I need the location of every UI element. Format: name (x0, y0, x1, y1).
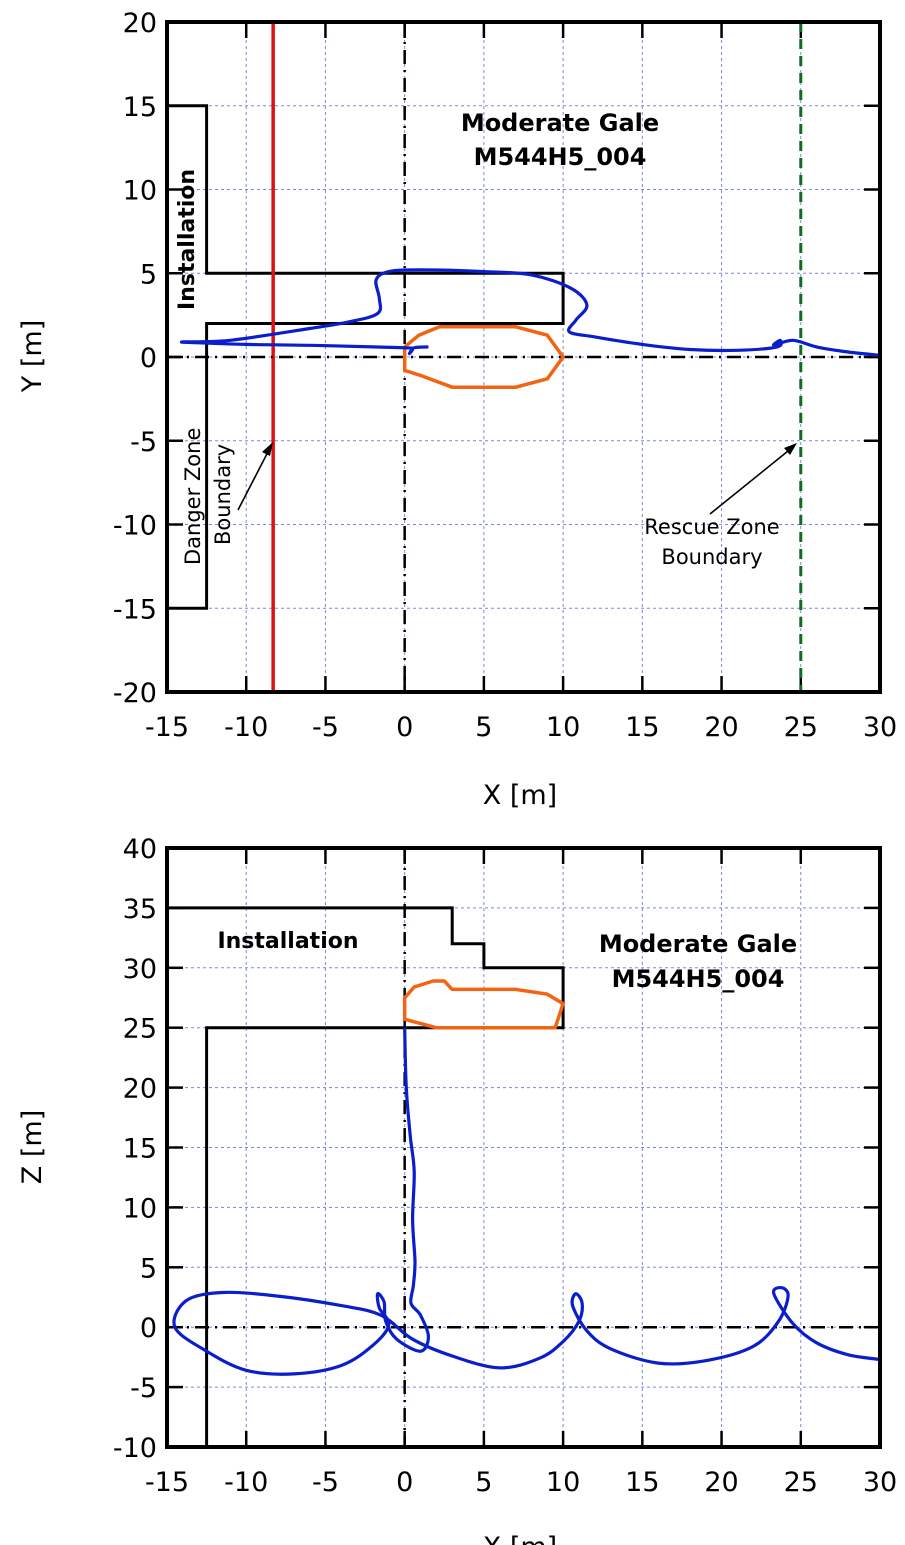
y-tick-label: 25 (123, 1014, 157, 1045)
xy-installation-outline (167, 104, 565, 610)
x-tick-label: 25 (784, 1467, 818, 1498)
xy-subtitle: M544H5_004 (474, 143, 647, 171)
x-tick-label: 20 (704, 712, 738, 743)
y-tick-label: 40 (123, 834, 157, 865)
y-tick-label: 15 (123, 92, 157, 123)
x-tick-label: -15 (145, 712, 189, 743)
xz-panel: -15 -10 -5 0 5 10 15 20 25 30-10-5051015202530354… (17, 834, 897, 1545)
rescue-zone-label-line1: Rescue Zone (644, 515, 779, 539)
xy-trajectory-line (179, 268, 881, 357)
x-tick-label: 30 (863, 712, 897, 743)
x-tick-label: 0 (396, 712, 413, 743)
x-tick-label: 5 (475, 1467, 492, 1498)
y-tick-label: -5 (130, 427, 157, 458)
x-tick-label: 15 (625, 1467, 659, 1498)
xz-lifeboat-outline (402, 979, 566, 1030)
xz-title: Moderate Gale (599, 930, 797, 958)
x-tick-label: 25 (784, 712, 818, 743)
danger-zone-label-line2: Boundary (211, 444, 235, 545)
xz-plot-frame (165, 846, 882, 1449)
y-tick-label: 5 (140, 1253, 157, 1284)
y-tick-label: 0 (140, 1313, 157, 1344)
y-tick-label: 35 (123, 894, 157, 925)
y-tick-label: 5 (140, 259, 157, 290)
x-tick-label: -10 (224, 1467, 268, 1498)
x-tick-label: 10 (546, 1467, 580, 1498)
x-tick-label: -15 (145, 1467, 189, 1498)
xz-subtitle: M544H5_004 (612, 965, 785, 993)
x-tick-label: 10 (546, 712, 580, 743)
xy-plot-frame (165, 20, 882, 694)
rescue-zone-arrow (709, 446, 794, 515)
xy-title: Moderate Gale (461, 109, 659, 137)
x-tick-label: 15 (625, 712, 659, 743)
y-tick-label: -10 (113, 1433, 157, 1464)
y-tick-label: 10 (123, 176, 157, 207)
xz-trajectory-line (172, 1027, 881, 1376)
xy-x-axis-label: X [m] (483, 780, 557, 811)
xz-x-axis-label: X [m] (483, 1532, 557, 1545)
y-tick-label: -20 (113, 678, 157, 709)
xy-lifeboat-outline (402, 325, 566, 389)
y-tick-label: -5 (130, 1373, 157, 1404)
danger-zone-arrow (237, 445, 272, 511)
xy-panel: -15 -10 -5 0 5 10 15 20 25 30-20-15-10-505101520 … (17, 8, 897, 811)
y-tick-label: 20 (123, 8, 157, 39)
rescue-zone-label-line2: Boundary (661, 545, 762, 569)
y-tick-label: 30 (123, 954, 157, 985)
x-tick-label: -10 (224, 712, 268, 743)
xy-y-axis-label: Y [m] (17, 320, 48, 393)
x-tick-label: 0 (396, 1467, 413, 1498)
x-tick-label: 20 (704, 1467, 738, 1498)
x-tick-label: -5 (312, 712, 339, 743)
x-tick-label: 30 (863, 1467, 897, 1498)
y-tick-label: 20 (123, 1074, 157, 1105)
rescue-zone-arrowhead (784, 443, 797, 455)
y-tick-label: -10 (113, 511, 157, 542)
x-tick-label: -5 (312, 1467, 339, 1498)
y-tick-label: 15 (123, 1134, 157, 1165)
x-tick-label: 5 (475, 712, 492, 743)
xz-installation-label: Installation (217, 929, 358, 954)
xz-installation-outline (167, 906, 565, 1447)
xz-z-axis-label: Z [m] (17, 1110, 48, 1184)
danger-zone-label-line1: Danger Zone (181, 428, 205, 565)
y-tick-label: 10 (123, 1193, 157, 1224)
xy-installation-label: Installation (175, 169, 200, 310)
y-tick-label: 0 (140, 343, 157, 374)
danger-zone-arrowhead (262, 442, 273, 456)
xz-tick-labels: -15 -10 -5 0 5 10 15 20 25 30-10-5051015202530354… (113, 834, 897, 1498)
y-tick-label: -15 (113, 594, 157, 625)
